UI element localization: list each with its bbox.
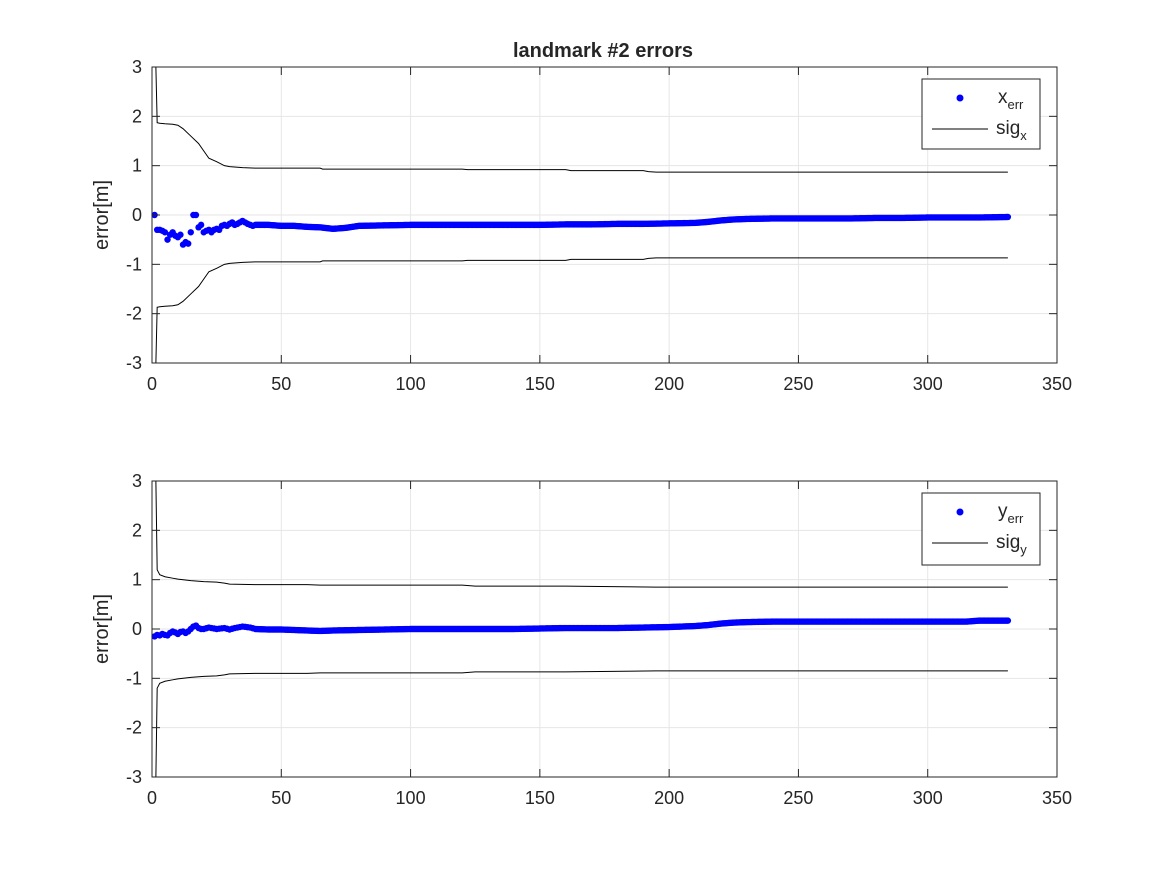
y-tick-label: -1 xyxy=(126,254,142,274)
error-point xyxy=(197,221,205,229)
sigma-lower-line xyxy=(154,257,1008,364)
y-tick-label: 0 xyxy=(132,205,142,225)
legend-box xyxy=(921,78,1041,150)
x-tick-label: 250 xyxy=(783,374,813,394)
sigma-band xyxy=(154,66,1008,364)
sigma-upper-line xyxy=(154,66,1008,173)
error-point xyxy=(164,236,171,243)
x-tick-label: 300 xyxy=(913,374,943,394)
x-tick-label: 350 xyxy=(1042,788,1072,808)
x-tick-label: 300 xyxy=(913,788,943,808)
x-tick-label: 50 xyxy=(271,788,291,808)
axes-bottom: 0 50 100 150 200 250 300 350 -3 -2 -1 0 1 2 3 error[m] y… xyxy=(91,471,1072,808)
y-tick-label: -2 xyxy=(126,304,142,324)
chart-title: landmark #2 errors xyxy=(513,40,693,62)
error-point xyxy=(192,211,200,219)
x-tick-label: 0 xyxy=(147,374,157,394)
y-tick-label: 1 xyxy=(132,570,142,590)
error-point xyxy=(161,229,169,236)
y-tick-label: 2 xyxy=(132,520,142,540)
x-tick-label: 150 xyxy=(525,788,555,808)
y-tick-label: 1 xyxy=(132,156,142,176)
x-tick-label: 200 xyxy=(654,374,684,394)
legend-marker-points xyxy=(956,94,964,102)
sigma-lower-line xyxy=(154,670,1008,778)
x-tick-label: 350 xyxy=(1042,374,1072,394)
error-points xyxy=(151,211,1012,248)
y-tick-label: 3 xyxy=(132,57,142,77)
x-tick-label: 100 xyxy=(396,374,426,394)
y-tick-label: 2 xyxy=(132,106,142,126)
y-tick-label: 3 xyxy=(132,471,142,491)
y-tick-label: -3 xyxy=(126,353,142,373)
y-tick-label: -2 xyxy=(126,718,142,738)
y-tick-label: -1 xyxy=(126,668,142,688)
legend-label-band-sub: x xyxy=(1020,128,1027,143)
error-point xyxy=(187,229,194,236)
sigma-upper-line xyxy=(154,480,1008,588)
sigma-band xyxy=(154,480,1008,778)
y-tick-label: 0 xyxy=(132,619,142,639)
y-tick-label: -3 xyxy=(126,767,142,787)
legend-marker-points xyxy=(956,508,964,516)
legend-label-points-sub: err xyxy=(1008,97,1025,112)
grid xyxy=(151,66,1058,364)
legend-label-band-sub: y xyxy=(1020,542,1027,557)
x-tick-label: 50 xyxy=(271,374,291,394)
x-tick-label: 100 xyxy=(396,788,426,808)
error-point xyxy=(177,231,184,238)
error-point xyxy=(1004,213,1012,221)
legend-box xyxy=(921,492,1041,566)
error-points xyxy=(151,617,1012,640)
x-tick-label: 150 xyxy=(525,374,555,394)
axes-top: 0 50 100 150 200 250 300 350 -3 -2 -1 0 1 2 3 error[m] x… xyxy=(91,57,1072,394)
x-tick-label: 0 xyxy=(147,788,157,808)
error-point xyxy=(1004,617,1012,624)
legend-label-points-sub: err xyxy=(1008,511,1025,526)
y-axis-label: error[m] xyxy=(91,594,113,664)
x-tick-label: 200 xyxy=(654,788,684,808)
y-axis-label: error[m] xyxy=(91,180,113,250)
x-tick-label: 250 xyxy=(783,788,813,808)
error-point xyxy=(185,240,192,247)
